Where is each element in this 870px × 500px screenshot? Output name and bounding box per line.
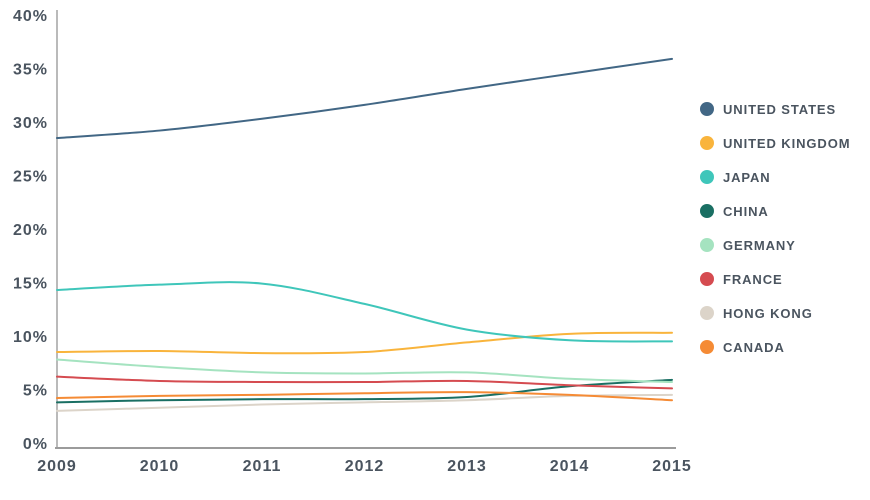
legend-dot-icon [700,102,714,116]
x-axis-tick-label: 2011 [243,458,282,475]
x-axis-tick-label: 2009 [37,458,77,475]
legend-dot-icon [700,340,714,354]
legend-label: GERMANY [723,237,796,253]
legend-label: CHINA [723,203,769,219]
y-axis-tick-label: 10% [13,329,48,346]
legend-dot-icon [700,136,714,150]
y-axis-tick-label: 35% [13,62,48,79]
series-line-hong-kong[interactable] [56,393,673,412]
legend-item-germany[interactable]: GERMANY [700,228,850,262]
series-line-france[interactable] [56,375,673,390]
legend-item-hong-kong[interactable]: HONG KONG [700,296,850,330]
series-line-canada[interactable] [56,391,673,402]
legend-label: FRANCE [723,271,783,287]
legend-dot-icon [700,306,714,320]
legend-item-japan[interactable]: JAPAN [700,160,850,194]
legend-item-france[interactable]: FRANCE [700,262,850,296]
legend-label: CANADA [723,339,785,355]
y-axis-tick-label: 5% [23,383,48,400]
legend-dot-icon [700,170,714,184]
chart-legend: UNITED STATES UNITED KINGDOM JAPAN CHINA GER… [700,92,850,364]
y-axis-tick-label: 25% [13,169,48,186]
legend-label: UNITED STATES [723,101,837,117]
series-line-china[interactable] [56,378,673,404]
x-axis-tick-label: 2012 [345,458,385,475]
series-line-japan[interactable] [56,281,673,343]
x-axis-tick-label: 2015 [652,458,692,475]
x-axis-tick-label: 2014 [550,458,590,475]
y-axis-tick-label: 40% [13,8,48,25]
legend-item-china[interactable]: CHINA [700,194,850,228]
x-axis-tick-label: 2010 [140,458,180,475]
legend-item-united-states[interactable]: UNITED STATES [700,92,850,126]
legend-dot-icon [700,272,714,286]
y-axis-tick-label: 0% [23,436,48,453]
y-axis-tick-label: 30% [13,115,48,132]
y-axis-tick-label: 15% [13,276,48,293]
x-axis-tick-label: 2013 [447,458,487,475]
series-line-united-kingdom[interactable] [56,331,673,355]
legend-item-united-kingdom[interactable]: UNITED KINGDOM [700,126,850,160]
legend-label: JAPAN [723,169,771,185]
series-line-united-states[interactable] [56,57,673,140]
series-line-germany[interactable] [56,358,673,384]
legend-dot-icon [700,204,714,218]
legend-item-canada[interactable]: CANADA [700,330,850,364]
y-axis-tick-label: 20% [13,222,48,239]
legend-dot-icon [700,238,714,252]
legend-label: HONG KONG [723,305,813,321]
legend-label: UNITED KINGDOM [723,135,851,151]
